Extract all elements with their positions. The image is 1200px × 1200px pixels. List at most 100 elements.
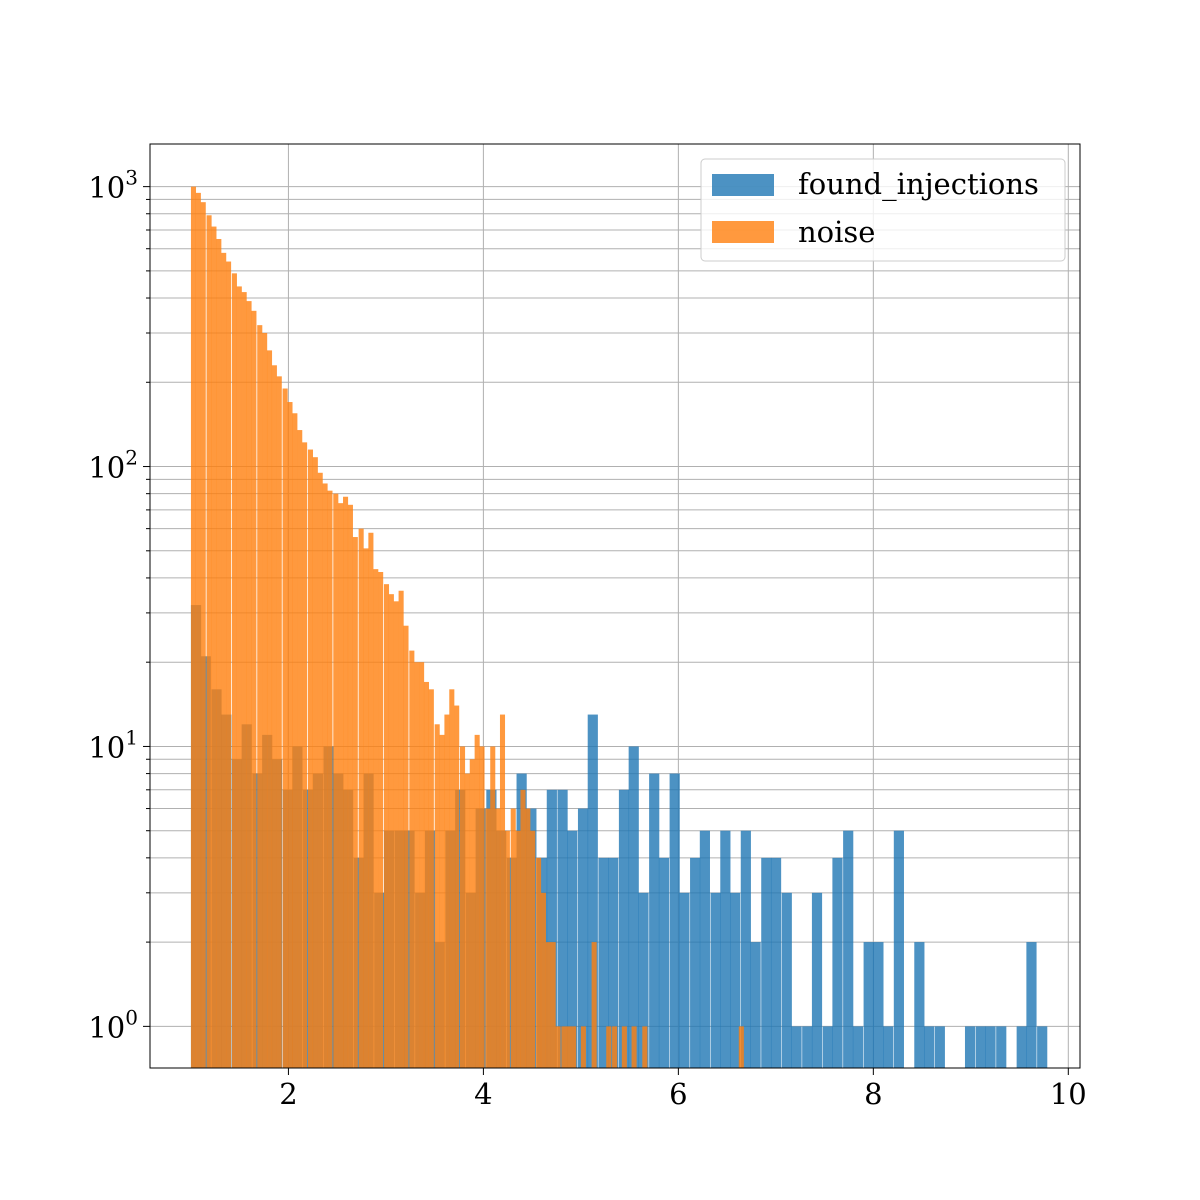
histogram-bar (883, 1026, 894, 1068)
histogram-bar (439, 734, 445, 1068)
histogram-bar (863, 942, 874, 1068)
histogram-bar (190, 186, 197, 1068)
histogram-bar (423, 681, 429, 1068)
histogram-bar (195, 192, 201, 1069)
histogram-bar (287, 402, 293, 1068)
histogram-bar (251, 310, 257, 1068)
histogram-bar (276, 376, 282, 1068)
histogram-bar (690, 857, 701, 1068)
histogram-bar (368, 532, 374, 1068)
histogram-bar (383, 584, 390, 1068)
histogram-bar (802, 1026, 813, 1068)
histogram-bar (460, 746, 466, 1068)
histogram-bar (557, 789, 568, 1068)
histogram-bar (241, 292, 247, 1068)
series-noise (190, 186, 744, 1069)
histogram-bar (587, 714, 598, 1068)
histogram-bar (297, 430, 303, 1068)
histogram-bar (525, 808, 531, 1068)
histogram-bar (843, 830, 854, 1068)
histogram-bar (454, 705, 460, 1068)
histogram-bar (200, 202, 206, 1069)
plot-frame (149, 143, 1081, 1069)
histogram-bar (246, 301, 252, 1068)
histogram-bar (409, 650, 415, 1068)
y-tick-label: 100 (88, 1005, 138, 1044)
y-tick-label: 102 (88, 446, 138, 485)
histogram-bar (393, 601, 399, 1068)
histogram-bar (750, 942, 761, 1068)
histogram-bar (302, 442, 308, 1069)
histogram-bar (638, 892, 649, 1068)
histogram-bar (317, 472, 323, 1068)
y-tick-label: 103 (88, 166, 138, 205)
histogram-bar (791, 1026, 802, 1068)
histogram-bar (679, 892, 690, 1068)
legend-swatch-noise (712, 221, 774, 243)
histogram-bar (449, 689, 455, 1068)
histogram-bar (322, 483, 328, 1069)
histogram-bar (347, 504, 353, 1068)
histogram-bar (495, 808, 501, 1068)
histogram-bar (536, 857, 542, 1068)
histogram-bar (428, 689, 434, 1068)
histogram-bar (631, 1026, 637, 1068)
histogram-bar (577, 808, 589, 1068)
histogram-bar (464, 773, 470, 1068)
histogram-bar (781, 892, 792, 1068)
histogram-bar (540, 892, 546, 1068)
histogram-bar (515, 830, 521, 1068)
histogram-bar (292, 413, 298, 1069)
histogram-bar (403, 625, 409, 1068)
histogram-bar (606, 1026, 612, 1068)
histogram-bar (485, 808, 491, 1068)
histogram-bar (720, 830, 731, 1068)
x-tick-label: 4 (474, 1077, 492, 1111)
histogram-bar (262, 332, 268, 1068)
histogram-bar (761, 857, 772, 1068)
y-tick-label: 101 (88, 725, 138, 764)
histogram-bar (996, 1026, 1007, 1068)
histogram-bar (231, 273, 237, 1068)
histogram-bar (358, 528, 364, 1068)
histogram-bar (608, 857, 619, 1068)
x-axis: 2 4 6 8 10 (279, 1068, 1087, 1111)
histogram-bar (510, 808, 516, 1068)
x-tick-label: 10 (1050, 1077, 1087, 1111)
histogram-bar (591, 942, 597, 1068)
histogram-bar (373, 569, 379, 1068)
histogram-bar (893, 830, 904, 1068)
histogram-bar (271, 365, 277, 1069)
histogram-bar (571, 1026, 577, 1068)
histogram-bar (282, 388, 288, 1068)
histogram-bar (612, 1026, 618, 1068)
histogram-bar (352, 537, 358, 1068)
histogram-bar (236, 286, 242, 1068)
histogram-bar (561, 1026, 567, 1068)
histogram-bar (216, 238, 222, 1068)
histogram-bar (873, 942, 884, 1068)
histogram-bar (566, 1026, 572, 1068)
histogram-bar (934, 1026, 945, 1068)
histogram-bar (546, 789, 557, 1068)
histogram-bar (740, 830, 751, 1068)
histogram-bar (520, 789, 526, 1068)
histogram-bar (699, 830, 710, 1068)
histogram-bar (1016, 1026, 1027, 1068)
histogram-bar (550, 942, 556, 1068)
histogram-bar (530, 830, 536, 1068)
legend-label-noise: noise (798, 215, 875, 249)
histogram-bar (343, 496, 349, 1068)
legend-frame (700, 158, 1066, 262)
histogram-bar (200, 656, 211, 1068)
x-tick-label: 8 (864, 1077, 882, 1111)
legend-label-found-injections: found_injections (798, 167, 1039, 202)
histogram-bar (211, 226, 217, 1068)
histogram-bar (822, 1026, 833, 1068)
histogram-bar (266, 350, 273, 1068)
histogram-bar (618, 789, 630, 1068)
histogram-bar (504, 830, 510, 1068)
histogram-bar (628, 746, 639, 1068)
histogram-bar (730, 892, 741, 1068)
